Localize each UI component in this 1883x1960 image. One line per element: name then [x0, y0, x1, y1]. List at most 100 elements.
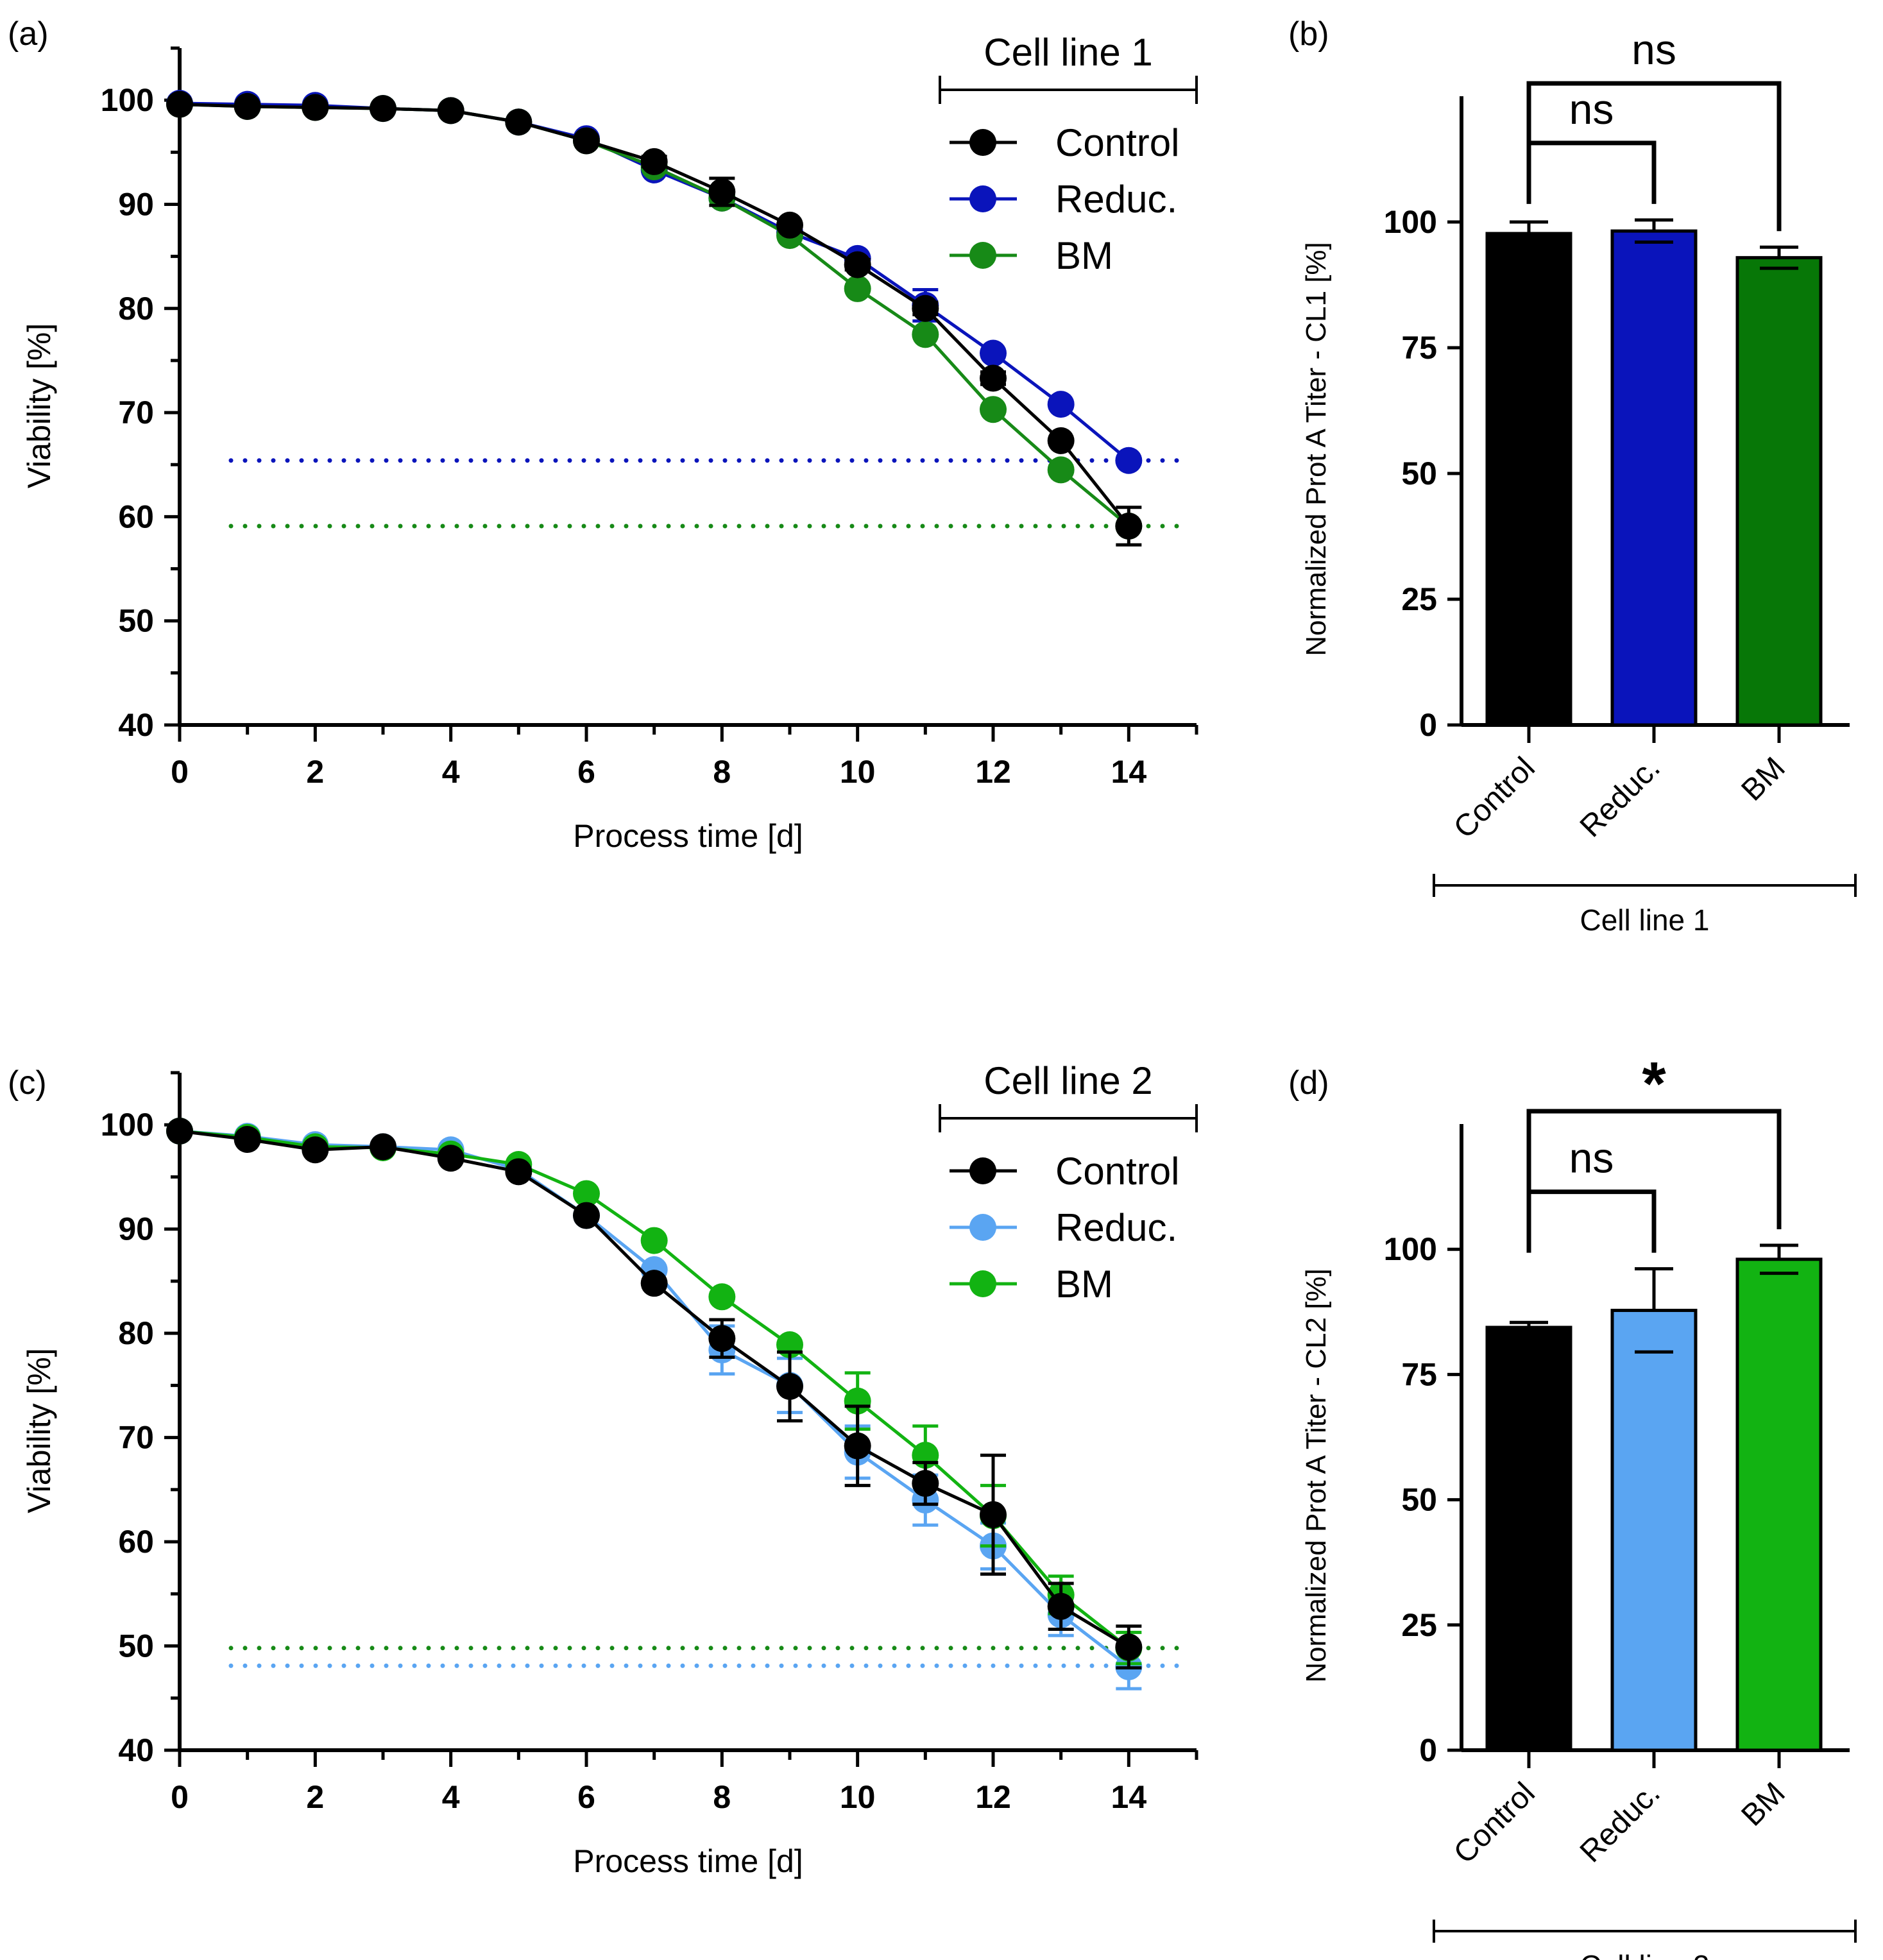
significance-label: ns	[1569, 1134, 1614, 1182]
data-point	[844, 1432, 871, 1460]
data-point	[912, 321, 939, 348]
significance-label: ns	[1632, 26, 1676, 73]
y-tick-label: 90	[118, 186, 154, 222]
data-point	[302, 1136, 329, 1164]
data-point	[640, 1227, 668, 1254]
data-point	[1047, 456, 1075, 484]
y-tick-label: 50	[118, 603, 154, 639]
bar-control	[1485, 1325, 1572, 1752]
x-axis-title: Process time [d]	[573, 1843, 803, 1879]
y-axis-title: Normalized Prot A Titer - CL2 [%]	[1300, 1268, 1332, 1683]
x-tick-label: BM	[1735, 1776, 1791, 1832]
data-point	[437, 97, 464, 124]
data-point	[370, 95, 396, 123]
legend-marker	[969, 242, 996, 269]
x-tick-label: 4	[442, 1779, 460, 1815]
y-tick-label: 100	[1384, 1231, 1437, 1267]
data-point	[370, 1133, 396, 1161]
y-axis-title: Viability [%]	[21, 1348, 57, 1513]
data-point	[980, 396, 1007, 423]
data-point	[166, 90, 193, 118]
significance-bracket	[1526, 141, 1657, 204]
bar-bm	[1735, 256, 1823, 727]
bar-reduc	[1610, 1308, 1698, 1752]
x-tick-label: 2	[306, 754, 324, 790]
legend-label: Reduc.	[1055, 1206, 1177, 1249]
panel-label: (d)	[1288, 1064, 1329, 1102]
y-tick-label: 70	[118, 1420, 154, 1456]
data-point	[234, 92, 261, 120]
significance-bracket	[1526, 81, 1782, 232]
y-tick-label: 0	[1419, 707, 1437, 743]
data-point	[302, 94, 329, 121]
series-line-reduc	[179, 1129, 1130, 1669]
y-tick-label: 100	[101, 82, 154, 118]
data-point	[708, 1325, 736, 1352]
data-point	[640, 1270, 668, 1297]
x-tick-label: 10	[840, 1779, 876, 1815]
data-point	[1115, 1633, 1143, 1661]
data-point	[573, 127, 600, 155]
x-tick-label: 14	[1111, 754, 1147, 790]
data-point	[505, 1158, 533, 1186]
panel-d: (d) 0 25 50 75 100 Normalized Prot A Titer - C…	[1288, 1050, 1857, 1960]
x-tick-label: BM	[1735, 751, 1791, 807]
y-tick-label: 40	[118, 707, 154, 743]
x-tick-label: Control	[1447, 1776, 1542, 1870]
series-line-bm	[179, 1129, 1130, 1649]
data-point	[912, 294, 939, 322]
y-tick-label: 0	[1419, 1732, 1437, 1768]
x-tick-label: 0	[171, 754, 189, 790]
panel-c: (c) 40 50 60 70 80 90 100 0 2 4 6 8 10 12 14 Process tim…	[8, 1059, 1198, 1879]
data-point	[708, 178, 736, 205]
x-tick-label: 8	[713, 1779, 731, 1815]
y-tick-label: 50	[1401, 456, 1437, 491]
panel-label: (a)	[8, 15, 49, 53]
y-tick-label: 100	[101, 1107, 154, 1143]
x-tick-label: Reduc.	[1574, 751, 1667, 844]
data-point	[234, 1125, 261, 1153]
y-tick-label: 100	[1384, 204, 1437, 240]
data-point	[708, 1283, 736, 1311]
data-point	[1047, 391, 1075, 418]
data-point	[980, 364, 1007, 392]
significance-bracket	[1526, 1189, 1657, 1253]
data-point	[980, 339, 1007, 367]
legend-title: Cell line 2	[984, 1059, 1152, 1102]
x-tick-label: 2	[306, 1779, 324, 1815]
y-tick-label: 70	[118, 395, 154, 430]
x-tick-label: 6	[577, 1779, 595, 1815]
legend-label: BM	[1055, 234, 1113, 277]
significance-bracket	[1526, 1109, 1782, 1229]
data-point	[505, 108, 533, 136]
data-point	[844, 251, 871, 278]
panel-label: (b)	[1288, 15, 1329, 53]
significance-label: *	[1642, 1050, 1666, 1118]
data-point	[1115, 447, 1143, 474]
legend-marker	[969, 1214, 996, 1241]
y-tick-label: 75	[1401, 1356, 1437, 1392]
x-tick-label: 14	[1111, 1779, 1147, 1815]
legend-marker	[969, 1157, 996, 1184]
legend-marker	[969, 129, 996, 156]
y-axis-title: Viability [%]	[21, 323, 57, 489]
data-point	[776, 1373, 803, 1401]
y-tick-label: 80	[118, 291, 154, 327]
y-tick-label: 50	[1401, 1482, 1437, 1518]
data-point	[166, 1117, 193, 1145]
x-tick-label: 6	[577, 754, 595, 790]
y-tick-label: 50	[118, 1628, 154, 1664]
y-tick-label: 60	[118, 1524, 154, 1560]
x-tick-label: 12	[975, 754, 1011, 790]
data-point	[640, 148, 668, 175]
x-tick-label: 0	[171, 1779, 189, 1815]
bar-reduc	[1610, 229, 1698, 727]
legend-label: Reduc.	[1055, 178, 1177, 221]
group-label: Cell line 2	[1580, 1949, 1710, 1960]
data-point	[437, 1145, 464, 1172]
panel-label: (c)	[8, 1064, 47, 1102]
significance-label: ns	[1569, 85, 1614, 133]
y-tick-label: 40	[118, 1732, 154, 1768]
legend-marker	[969, 185, 996, 212]
